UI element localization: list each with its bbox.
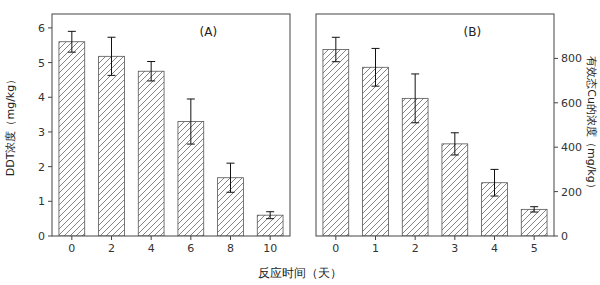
y-tick-label: 0 [38, 230, 45, 243]
panel: 0 200 400 600 800 0 1 2 3 4 5 (B) 有效态Cu的浓度（mg/kg） [316, 14, 598, 255]
x-tick-label: 6 [187, 242, 194, 255]
x-tick-label: 4 [148, 242, 155, 255]
error-bar [411, 74, 419, 123]
x-tick [190, 236, 191, 240]
y-tick [554, 102, 558, 103]
y-tick [48, 131, 52, 132]
bars [323, 37, 547, 236]
y-tick [48, 97, 52, 98]
y-tick [48, 166, 52, 167]
y-tick [554, 191, 558, 192]
y-tick-label: 800 [561, 52, 582, 65]
y-tick-label: 3 [38, 126, 45, 139]
x-tick-label: 2 [108, 242, 115, 255]
x-tick [534, 236, 535, 240]
error-bar [372, 48, 380, 86]
x-tick [494, 236, 495, 240]
error-bar [227, 163, 235, 192]
error-bar [332, 37, 340, 61]
bar [59, 42, 85, 236]
bar [323, 50, 349, 236]
y-tick-label: 600 [561, 97, 582, 110]
chart: 01234560246810(A)DDT浓度（mg/kg）反应时间（天）0200… [0, 0, 600, 285]
y-tick-label: 400 [561, 141, 582, 154]
y-tick [554, 236, 558, 237]
x-tick [270, 236, 271, 240]
bars [59, 31, 283, 236]
error-bar [147, 62, 155, 81]
y-tick-label: 200 [561, 186, 582, 199]
bar-hatch [138, 71, 164, 236]
error-bar [187, 99, 195, 144]
bar [99, 56, 125, 236]
bar [521, 209, 547, 236]
x-tick [335, 236, 336, 240]
bar [363, 67, 389, 236]
panel-label: (A) [200, 25, 218, 39]
x-tick-label: 1 [372, 242, 379, 255]
y-axis-label: DDT浓度（mg/kg） [4, 74, 17, 176]
y-tick-label: 2 [38, 161, 45, 174]
x-tick-label: 4 [491, 242, 498, 255]
y-tick [48, 201, 52, 202]
x-tick-label: 10 [263, 242, 277, 255]
plot-frame [52, 14, 290, 236]
y-tick [48, 62, 52, 63]
x-tick [415, 236, 416, 240]
error-bar [530, 207, 538, 212]
bar-hatch [59, 42, 85, 236]
bar [442, 144, 468, 236]
x-tick [111, 236, 112, 240]
error-bar [266, 212, 274, 219]
y-tick [554, 147, 558, 148]
y-tick [48, 27, 52, 28]
panel-label: (B) [464, 25, 482, 39]
x-tick-label: 3 [451, 242, 458, 255]
error-bar [108, 37, 116, 75]
bar-hatch [363, 67, 389, 236]
x-tick [71, 236, 72, 240]
y-tick-label: 4 [38, 91, 45, 104]
bar-hatch [442, 144, 468, 236]
y-tick-label: 1 [38, 195, 45, 208]
y-tick [48, 236, 52, 237]
plot-frame [316, 14, 554, 236]
x-tick [151, 236, 152, 240]
bar [138, 71, 164, 236]
bar-hatch [323, 50, 349, 236]
x-tick-label: 0 [332, 242, 339, 255]
x-tick-label: 0 [68, 242, 75, 255]
x-axis-label: 反应时间（天） [258, 266, 342, 280]
x-tick [454, 236, 455, 240]
y-axis-label: 有效态Cu的浓度（mg/kg） [585, 56, 598, 193]
y-tick [554, 58, 558, 59]
x-tick-label: 2 [412, 242, 419, 255]
error-bar [68, 31, 76, 52]
panel: 0 1 2 3 4 5 6 0 2 4 6 8 10 (A) DDT浓度（mg/kg） 反应时间（天） [4, 14, 342, 280]
x-tick [375, 236, 376, 240]
bar-hatch [99, 56, 125, 236]
x-tick-label: 5 [531, 242, 538, 255]
y-tick-label: 0 [561, 230, 568, 243]
x-tick-label: 8 [227, 242, 234, 255]
y-tick-label: 6 [38, 22, 45, 35]
x-tick [230, 236, 231, 240]
bar-hatch [521, 209, 547, 236]
y-tick-label: 5 [38, 57, 45, 70]
error-bar [491, 169, 499, 196]
error-bar [451, 133, 459, 155]
